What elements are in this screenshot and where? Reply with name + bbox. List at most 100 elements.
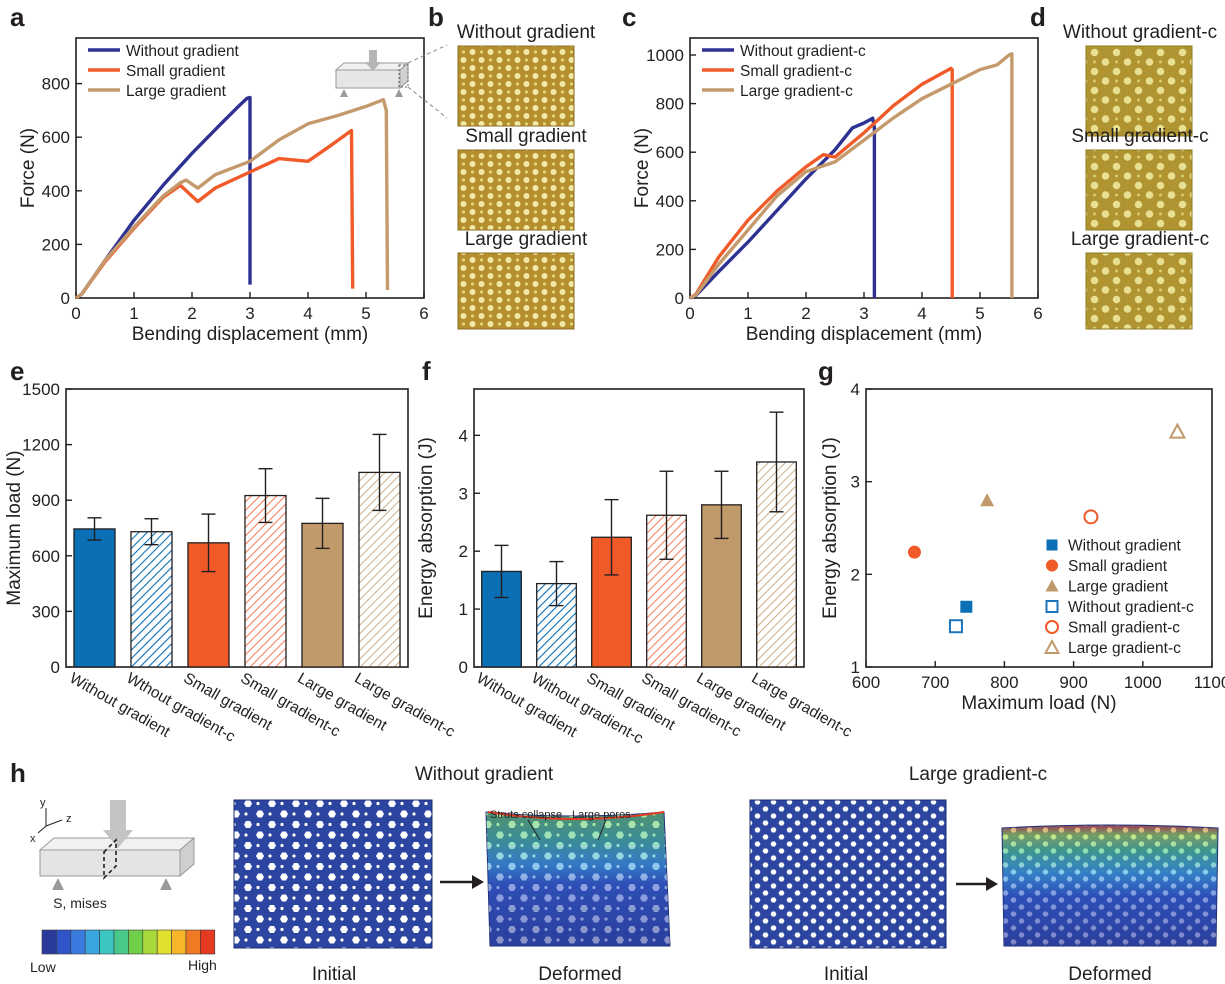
x-tick-label: 4 [917, 304, 926, 323]
scatter-point [1045, 600, 1059, 613]
y-axis-label: Force (N) [18, 128, 39, 208]
x-axis-label: Maximum load (N) [961, 693, 1116, 714]
series-line-without-gradient-c [689, 116, 877, 300]
x-tick-label: 600 [852, 673, 880, 692]
scatter-point [1043, 638, 1061, 654]
colorbar-cell [70, 929, 86, 955]
x-axis-label: Bending displacement (mm) [132, 324, 369, 345]
sim-group-large-gradient-c: Large gradient-c [909, 764, 1047, 785]
colorbar-low-label: Low [30, 959, 57, 975]
x-tick-label: 700 [921, 673, 949, 692]
colorbar-cell [84, 929, 100, 955]
y-tick-label: 0 [51, 658, 60, 677]
chart-a-force-displacement: 0 200 400 600 800 Force (N) 0 1 2 3 4 5 6 Bending dis… [18, 37, 429, 345]
y-tick-label: 0 [61, 289, 70, 308]
x-tick-label: 2 [801, 304, 810, 323]
plot-frame [473, 388, 805, 668]
x-tick-label: 0 [71, 304, 80, 323]
scatter-point [1045, 579, 1059, 592]
bar [73, 528, 116, 668]
x-tick-label: 4 [303, 304, 312, 323]
arrow-icon [440, 875, 484, 889]
colorbar-high-label: High [188, 957, 217, 973]
colorbar-cell [200, 929, 216, 955]
legend-label: Large gradient [126, 83, 227, 100]
photo-without-gradient-c [1085, 45, 1193, 137]
category-label: Large gradient-c [352, 670, 458, 741]
y-tick-label: 300 [32, 602, 60, 621]
colorbar-cell [171, 929, 187, 955]
y-tick-label: 4 [459, 426, 468, 445]
y-tick-label: 200 [42, 235, 70, 254]
category-label: Without gradient [67, 670, 174, 742]
y-tick-label: 900 [32, 491, 60, 510]
y-axis-label: Energy absorption (J) [820, 437, 841, 619]
x-tick-label: 3 [245, 304, 254, 323]
y-tick-label: 1000 [646, 46, 684, 65]
scatter-point [1168, 422, 1187, 439]
x-tick-label: 1 [743, 304, 752, 323]
photo-b1-label: Without gradient [457, 22, 596, 43]
y-tick-label: 3 [459, 484, 468, 503]
x-axis-label: Bending displacement (mm) [746, 324, 983, 345]
y-tick-label: 600 [656, 143, 684, 162]
photo-large-gradient [457, 252, 575, 330]
panel-label-h: h [10, 758, 26, 788]
colorbar-cell [56, 929, 72, 955]
x-tick-label: 0 [685, 304, 694, 323]
y-tick-label: 1 [851, 658, 860, 677]
panel-label-f: f [422, 356, 431, 386]
sim-label-initial-2: Initial [824, 964, 868, 984]
y-axis-label: Force (N) [632, 128, 653, 208]
legend-label: Small gradient [126, 63, 226, 80]
y-tick-label: 600 [32, 547, 60, 566]
legend-label: Large gradient-c [740, 83, 853, 100]
photo-d3-label: Large gradient-c [1071, 229, 1209, 250]
scatter-point [948, 619, 963, 634]
annotation-pointer-icon [527, 819, 541, 841]
x-tick-label: 1000 [1124, 673, 1162, 692]
chart-g-scatter: 1 2 3 4 Energy absorption (J) 600 700 800 900 100… [820, 380, 1225, 714]
colorbar-cell [99, 929, 115, 955]
chart-f-energy-absorption: 0 1 2 3 4 Energy absorption (J) Without gradie… [416, 388, 855, 747]
beam-schematic-icon [334, 44, 448, 119]
bar [244, 494, 287, 668]
stress-colorbar [41, 929, 216, 955]
sim-large-gradient-c-initial [749, 799, 947, 949]
x-tick-label: 800 [990, 673, 1018, 692]
legend-label: Without gradient [1068, 538, 1182, 555]
annotation-pointer-icon [597, 819, 607, 841]
axis-y-label: y [40, 797, 46, 809]
y-tick-label: 3 [851, 473, 860, 492]
sim-without-gradient-deformed [485, 811, 671, 947]
y-tick-label: 400 [656, 192, 684, 211]
x-tick-label: 2 [187, 304, 196, 323]
panel-label-d: d [1030, 2, 1046, 32]
legend-label: Without gradient-c [740, 43, 866, 60]
panel-label-e: e [10, 356, 24, 386]
colorbar-cell [185, 929, 201, 955]
panel-label-b: b [428, 2, 444, 32]
photo-d1-label: Without gradient-c [1063, 22, 1217, 43]
y-tick-label: 0 [459, 658, 468, 677]
y-tick-label: 2 [851, 565, 860, 584]
y-tick-label: 2 [459, 542, 468, 561]
y-tick-label: 4 [851, 380, 860, 399]
photo-b3-label: Large gradient [465, 229, 588, 250]
x-tick-label: 5 [975, 304, 984, 323]
series-line-small-gradient [75, 128, 355, 300]
panel-label-g: g [818, 356, 834, 386]
series-line-large-gradient [75, 97, 390, 300]
y-tick-label: 1 [459, 600, 468, 619]
x-tick-label: 1100 [1194, 673, 1225, 692]
photo-small-gradient [457, 149, 575, 231]
category-label: Without gradient [474, 670, 581, 742]
sim-label-deformed-1: Deformed [538, 964, 621, 984]
panel-label-c: c [622, 2, 636, 32]
scatter-point [1046, 539, 1058, 551]
y-tick-label: 200 [656, 240, 684, 259]
arrow-icon [956, 877, 998, 891]
sim-group-without-gradient: Without gradient [415, 764, 554, 785]
